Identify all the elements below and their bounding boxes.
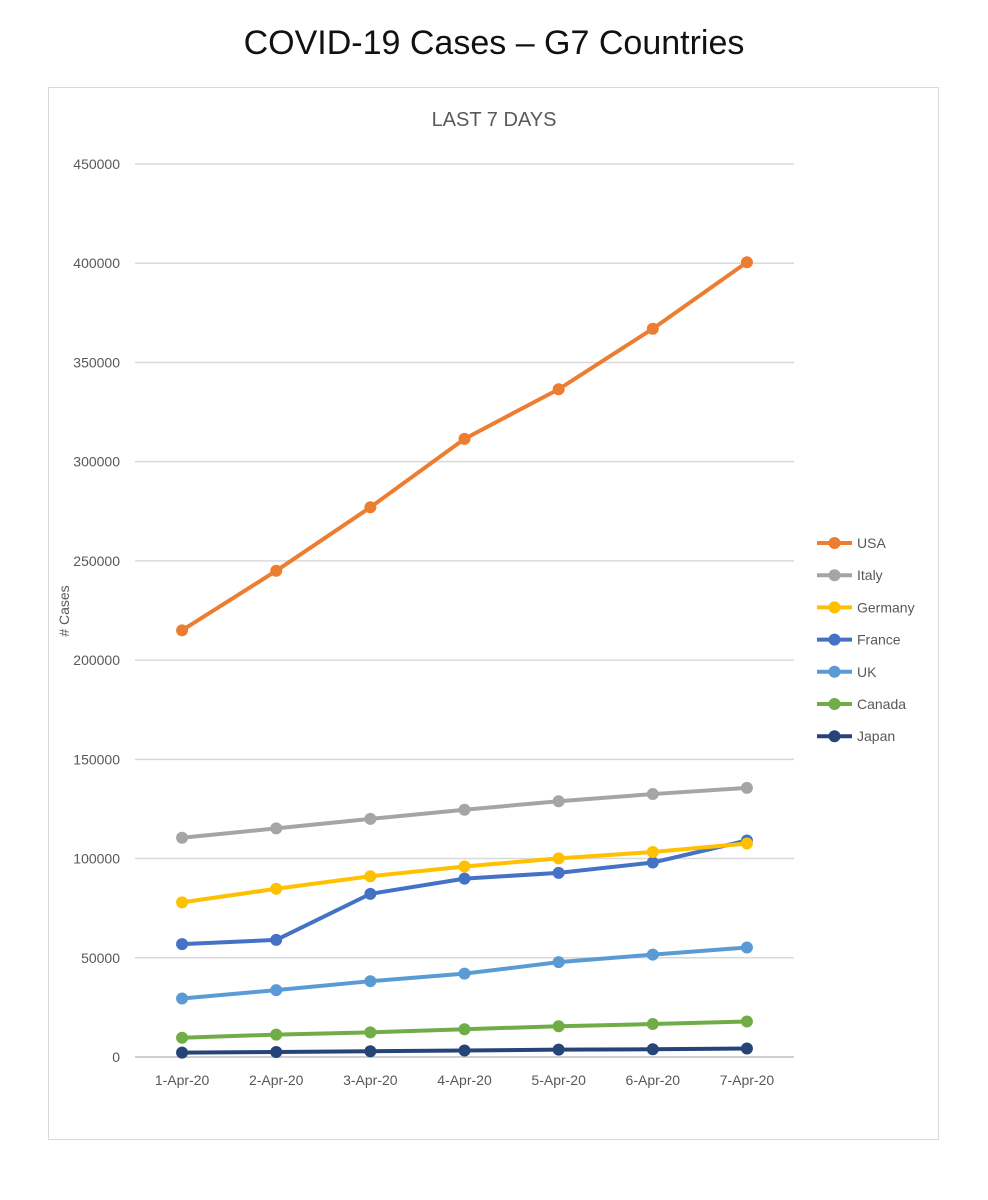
series-italy [176,781,753,844]
data-point [458,803,471,816]
data-point [270,882,283,895]
data-point [364,870,377,883]
data-point [364,1045,377,1058]
series-france [176,834,753,951]
legend-entry: UK [817,664,877,680]
y-axis-label: # Cases [56,585,72,636]
data-point [176,1046,189,1059]
series-usa [176,256,753,637]
legend-marker [828,730,841,743]
series-uk [176,941,753,1005]
legend-label: Italy [857,567,883,583]
legend-entry: USA [817,535,886,551]
data-point [740,1042,753,1055]
x-tick-label: 2-Apr-20 [249,1072,304,1088]
legend-marker [828,569,841,582]
data-point [458,432,471,445]
y-tick-label: 450000 [73,156,120,172]
data-point [552,866,565,879]
data-point [740,781,753,794]
data-point [646,948,659,961]
data-point [458,1023,471,1036]
data-point [552,1020,565,1033]
data-point [176,831,189,844]
y-tick-label: 250000 [73,553,120,569]
x-tick-label: 3-Apr-20 [343,1072,398,1088]
data-point [458,1044,471,1057]
data-point [552,795,565,808]
y-tick-label: 0 [112,1049,120,1065]
data-point [552,383,565,396]
data-point [270,933,283,946]
data-point [646,322,659,335]
legend-entry: France [817,632,901,648]
data-point [364,1026,377,1039]
data-point [458,872,471,885]
legend-entry: Japan [817,728,895,744]
data-point [646,788,659,801]
y-tick-label: 200000 [73,652,120,668]
legend-marker [828,665,841,678]
y-tick-label: 100000 [73,851,120,867]
x-tick-label: 6-Apr-20 [626,1072,681,1088]
chart-title: LAST 7 DAYS [432,109,557,131]
data-point [270,564,283,577]
data-point [740,256,753,269]
data-point [646,1018,659,1031]
y-tick-label: 50000 [81,950,120,966]
data-point [270,984,283,997]
series-japan [176,1042,753,1059]
y-tick-label: 350000 [73,354,120,370]
x-tick-label: 5-Apr-20 [531,1072,586,1088]
data-point [740,837,753,850]
legend-marker [828,601,841,614]
data-point [364,887,377,900]
data-point [552,956,565,969]
data-point [458,967,471,980]
legend-marker [828,537,841,549]
data-point [270,1046,283,1059]
data-point [646,846,659,859]
data-point [458,860,471,873]
data-point [740,1015,753,1028]
y-tick-label: 150000 [73,751,120,767]
data-point [176,938,189,951]
y-tick-label: 400000 [73,255,120,271]
data-point [364,501,377,514]
series-germany [176,837,753,909]
legend-label: Japan [857,728,895,744]
data-point [646,856,659,869]
x-tick-label: 7-Apr-20 [720,1072,775,1088]
data-point [552,852,565,865]
data-point [270,822,283,835]
x-tick-label: 1-Apr-20 [155,1072,210,1088]
legend-label: Canada [857,696,906,712]
data-point [552,1043,565,1056]
legend-entry: Germany [817,599,915,615]
legend-entry: Italy [817,567,883,583]
series-canada [176,1015,753,1044]
y-tick-label: 300000 [73,454,120,470]
data-point [176,896,189,909]
series-line [180,838,749,947]
data-point [176,624,189,637]
data-point [176,992,189,1005]
series-line [180,260,749,633]
page-title: COVID-19 Cases – G7 Countries [243,24,745,62]
x-tick-label: 4-Apr-20 [437,1072,492,1088]
data-point [364,975,377,988]
legend-label: USA [857,535,886,551]
data-point [740,941,753,954]
data-point [270,1028,283,1041]
legend-label: France [857,632,901,648]
legend-entry: Canada [817,696,906,712]
legend-marker [828,698,841,710]
data-point [646,1043,659,1056]
data-point [176,1031,189,1044]
legend-label: UK [857,664,877,680]
legend-marker [828,633,841,646]
legend-label: Germany [857,599,915,615]
data-point [364,812,377,825]
